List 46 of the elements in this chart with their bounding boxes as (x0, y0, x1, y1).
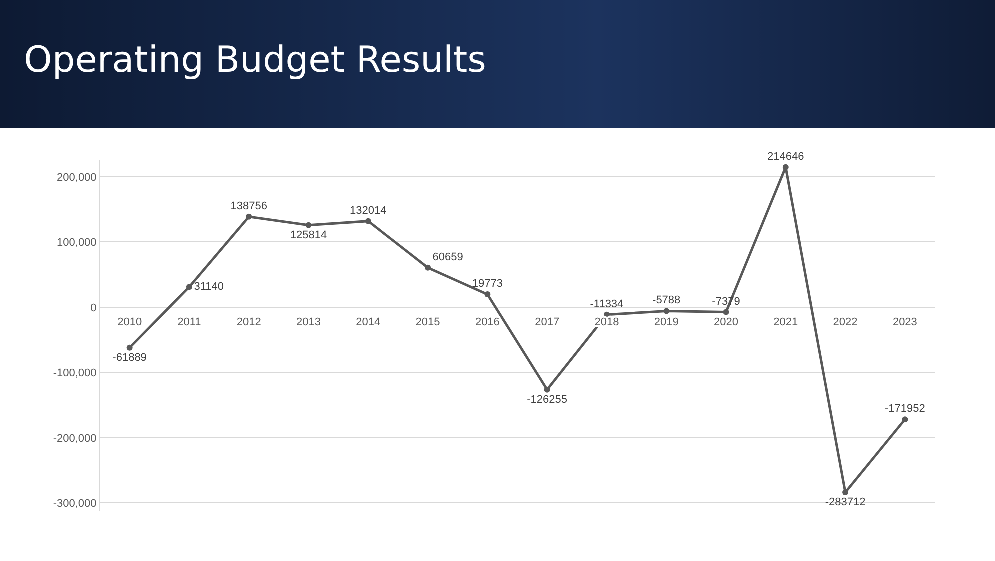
data-label: 214646 (768, 150, 804, 163)
y-tick-label: -300,000 (53, 498, 97, 510)
x-tick-label: 2016 (475, 316, 500, 328)
point (126, 344, 133, 351)
point (484, 292, 491, 298)
y-tick-label: 100,000 (57, 237, 97, 250)
data-label: 31140 (194, 280, 224, 293)
y-tick-label: 200,000 (57, 172, 97, 184)
x-tick-label: 2010 (118, 316, 142, 328)
point (902, 416, 908, 423)
point (842, 490, 849, 496)
data-label: -11334 (590, 298, 624, 310)
data-label: 19773 (472, 278, 503, 290)
point (782, 164, 789, 170)
data-label: 132014 (350, 204, 387, 217)
chart-title: Operating Budget Results (24, 40, 486, 81)
y-tick-label: 0 (90, 302, 97, 314)
point (544, 386, 550, 393)
point (664, 308, 670, 314)
x-tick-label: 2011 (178, 316, 202, 328)
point (365, 218, 372, 224)
x-tick-label: 2022 (833, 316, 858, 328)
data-label: 60659 (432, 251, 464, 264)
y-tick-label: -200,000 (53, 432, 97, 445)
data-label: 138756 (230, 200, 268, 212)
point (186, 284, 192, 290)
x-tick-label: 2013 (296, 316, 321, 328)
x-tick-label: 2019 (654, 316, 679, 328)
x-tick-label: 2020 (714, 316, 738, 328)
data-label: -126255 (527, 394, 568, 406)
data-label: -5788 (652, 294, 681, 307)
point (723, 309, 730, 316)
y-tick-label: -100,000 (53, 368, 97, 380)
point (425, 264, 432, 271)
x-tick-label: 2015 (416, 316, 440, 328)
x-tick-label: 2021 (774, 316, 798, 328)
x-tick-label: 2023 (892, 316, 918, 328)
data-label: -61889 (112, 352, 147, 364)
x-tick-label: 2014 (356, 316, 381, 328)
data-label: -283712 (825, 496, 866, 509)
point (306, 222, 312, 228)
point (246, 214, 252, 220)
x-tick-label: 2012 (236, 316, 262, 328)
x-tick-label: 2017 (535, 316, 560, 328)
data-label: -171952 (884, 403, 926, 416)
data-label: 125814 (290, 229, 328, 242)
